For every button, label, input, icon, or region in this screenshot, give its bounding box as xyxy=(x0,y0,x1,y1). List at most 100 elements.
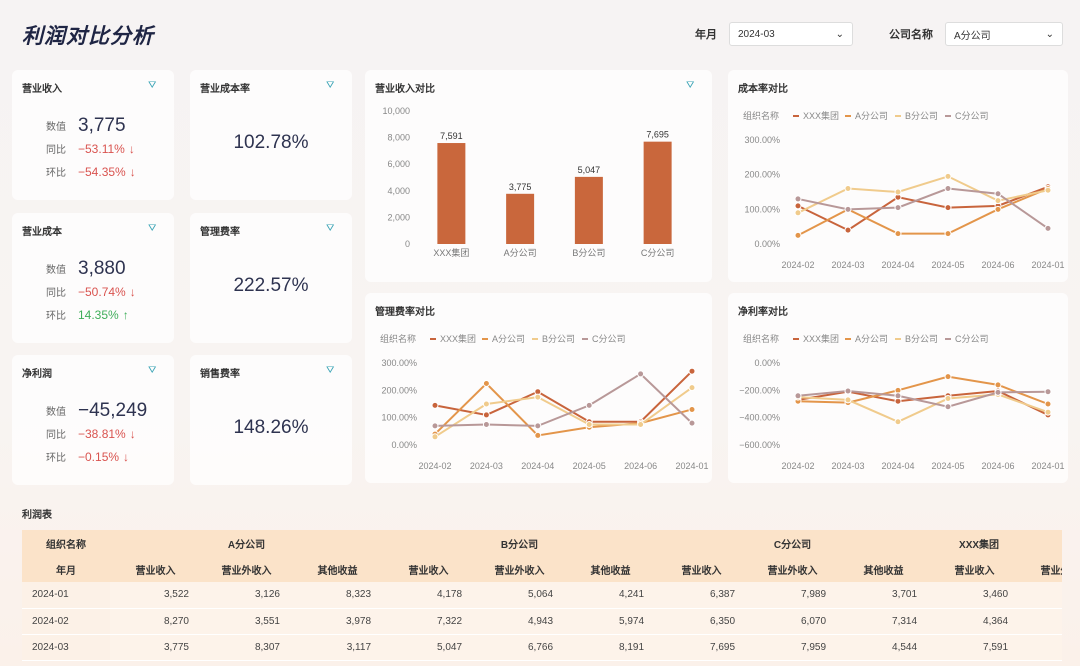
kpi-value: −54.35% xyxy=(78,164,126,179)
table-cell xyxy=(1020,582,1062,609)
data-point[interactable] xyxy=(944,172,952,180)
data-point[interactable] xyxy=(431,433,439,441)
data-point[interactable] xyxy=(944,403,952,411)
data-point[interactable] xyxy=(844,396,852,404)
data-point[interactable] xyxy=(534,431,542,439)
legend-item: A分公司 xyxy=(855,111,888,121)
month-select[interactable]: 2024-03 ⌄ xyxy=(729,22,853,46)
bar[interactable] xyxy=(506,193,535,244)
data-point[interactable] xyxy=(431,422,439,430)
series-line xyxy=(797,187,1049,230)
kpi-row: 数值 3,880 xyxy=(46,257,136,280)
x-tick-label: A分公司 xyxy=(504,248,537,258)
table-cell: 8,191 xyxy=(565,634,657,661)
kpi-card: 营业收入 ⛛ 数值 3,775 同比 −53.11% ↓ 环比 −54.35% ↓ xyxy=(12,70,174,200)
data-point[interactable] xyxy=(994,381,1002,389)
table-subheader: 营业收入 xyxy=(656,556,748,582)
y-tick-label: 4,000 xyxy=(387,186,410,196)
x-tick-label: 2024-02 xyxy=(781,260,814,270)
bar[interactable] xyxy=(437,143,466,244)
arrow-down-icon: ↓ xyxy=(129,164,136,179)
filter-icon[interactable]: ⛛ xyxy=(148,80,157,91)
legend-item: XXX集团 xyxy=(440,333,476,344)
data-point[interactable] xyxy=(1044,400,1052,408)
data-point[interactable] xyxy=(944,204,952,212)
data-point[interactable] xyxy=(482,411,490,419)
legend-item: A分公司 xyxy=(855,334,888,344)
series-line xyxy=(797,393,1049,423)
table-cell: 5,974 xyxy=(565,608,657,635)
data-point[interactable] xyxy=(894,418,902,426)
data-point[interactable] xyxy=(482,400,490,408)
data-point[interactable] xyxy=(944,185,952,193)
data-point[interactable] xyxy=(794,392,802,400)
arrow-down-icon: ↓ xyxy=(129,426,136,441)
data-point[interactable] xyxy=(794,195,802,203)
filter-icon[interactable]: ⛛ xyxy=(148,223,157,234)
data-point[interactable] xyxy=(944,373,952,381)
table-cell: 5,064 xyxy=(474,582,566,609)
data-point[interactable] xyxy=(688,367,696,375)
rate-value: 102.78% xyxy=(233,132,309,153)
month-filter: 年月 2024-03 ⌄ xyxy=(695,22,853,46)
data-point[interactable] xyxy=(534,393,542,401)
data-point[interactable] xyxy=(894,392,902,400)
table-cell: 8,307 xyxy=(201,634,292,661)
data-point[interactable] xyxy=(431,401,439,409)
data-point[interactable] xyxy=(1044,408,1052,416)
profit-table-wrapper[interactable]: 组织名称 A分公司 B分公司 C分公司 XXX集团 年月 营业收入 营业外收入 其他收… xyxy=(22,530,1062,666)
data-point[interactable] xyxy=(794,202,802,210)
data-point[interactable] xyxy=(1044,388,1052,396)
data-point[interactable] xyxy=(1044,224,1052,232)
data-point[interactable] xyxy=(894,204,902,212)
data-point[interactable] xyxy=(482,421,490,428)
data-point[interactable] xyxy=(637,370,645,378)
rate-value: 222.57% xyxy=(233,275,309,296)
kpi-card: 营业成本 ⛛ 数值 3,880 同比 −50.74% ↓ 环比 14.35% ↑ xyxy=(12,213,174,343)
bar[interactable] xyxy=(643,141,672,244)
filter-icon[interactable]: ⛛ xyxy=(326,80,335,91)
data-point[interactable] xyxy=(1044,186,1052,194)
data-point[interactable] xyxy=(944,395,952,403)
data-point[interactable] xyxy=(794,231,802,239)
rate-card: 营业成本率 ⛛ 102.78% xyxy=(190,70,352,200)
data-point[interactable] xyxy=(585,421,593,428)
data-point[interactable] xyxy=(844,185,852,193)
data-point[interactable] xyxy=(585,401,593,409)
data-point[interactable] xyxy=(844,387,852,395)
chart-svg: 0 2,000 4,000 6,000 8,000 10,000 7,591 XXX集团 3,7… xyxy=(382,106,674,258)
data-point[interactable] xyxy=(637,421,645,428)
filter-icon[interactable]: ⛛ xyxy=(686,80,695,91)
company-select[interactable]: A分公司 ⌄ xyxy=(945,22,1063,46)
kpi-title: 营业收入 xyxy=(22,84,62,95)
data-point[interactable] xyxy=(844,205,852,213)
data-point[interactable] xyxy=(482,380,490,387)
data-point[interactable] xyxy=(994,205,1002,213)
data-point[interactable] xyxy=(844,226,852,234)
bar[interactable] xyxy=(574,176,603,244)
data-point[interactable] xyxy=(994,190,1002,198)
bar-data-label: 3,775 xyxy=(509,182,532,192)
kpi-value: −50.74% xyxy=(78,284,126,299)
data-point[interactable] xyxy=(894,188,902,196)
data-point[interactable] xyxy=(944,230,952,238)
x-tick-label: B分公司 xyxy=(572,248,605,258)
data-point[interactable] xyxy=(688,384,696,392)
data-point[interactable] xyxy=(994,197,1002,205)
data-point[interactable] xyxy=(994,388,1002,396)
data-point[interactable] xyxy=(794,209,802,217)
data-point[interactable] xyxy=(688,405,696,413)
month-filter-label: 年月 xyxy=(695,29,717,41)
filter-icon[interactable]: ⛛ xyxy=(326,365,335,376)
filter-icon[interactable]: ⛛ xyxy=(148,365,157,376)
series-line xyxy=(434,372,693,427)
data-point[interactable] xyxy=(894,230,902,238)
data-point[interactable] xyxy=(688,419,696,427)
kpi-value: −53.11% xyxy=(78,141,125,156)
y-tick-label: 100.00% xyxy=(381,413,417,423)
table-cell: 7,959 xyxy=(747,634,839,661)
legend-item: XXX集团 xyxy=(803,110,839,121)
filter-icon[interactable]: ⛛ xyxy=(326,223,335,234)
kpi-row: 环比 −54.35% ↓ xyxy=(46,160,136,183)
data-point[interactable] xyxy=(534,422,542,430)
